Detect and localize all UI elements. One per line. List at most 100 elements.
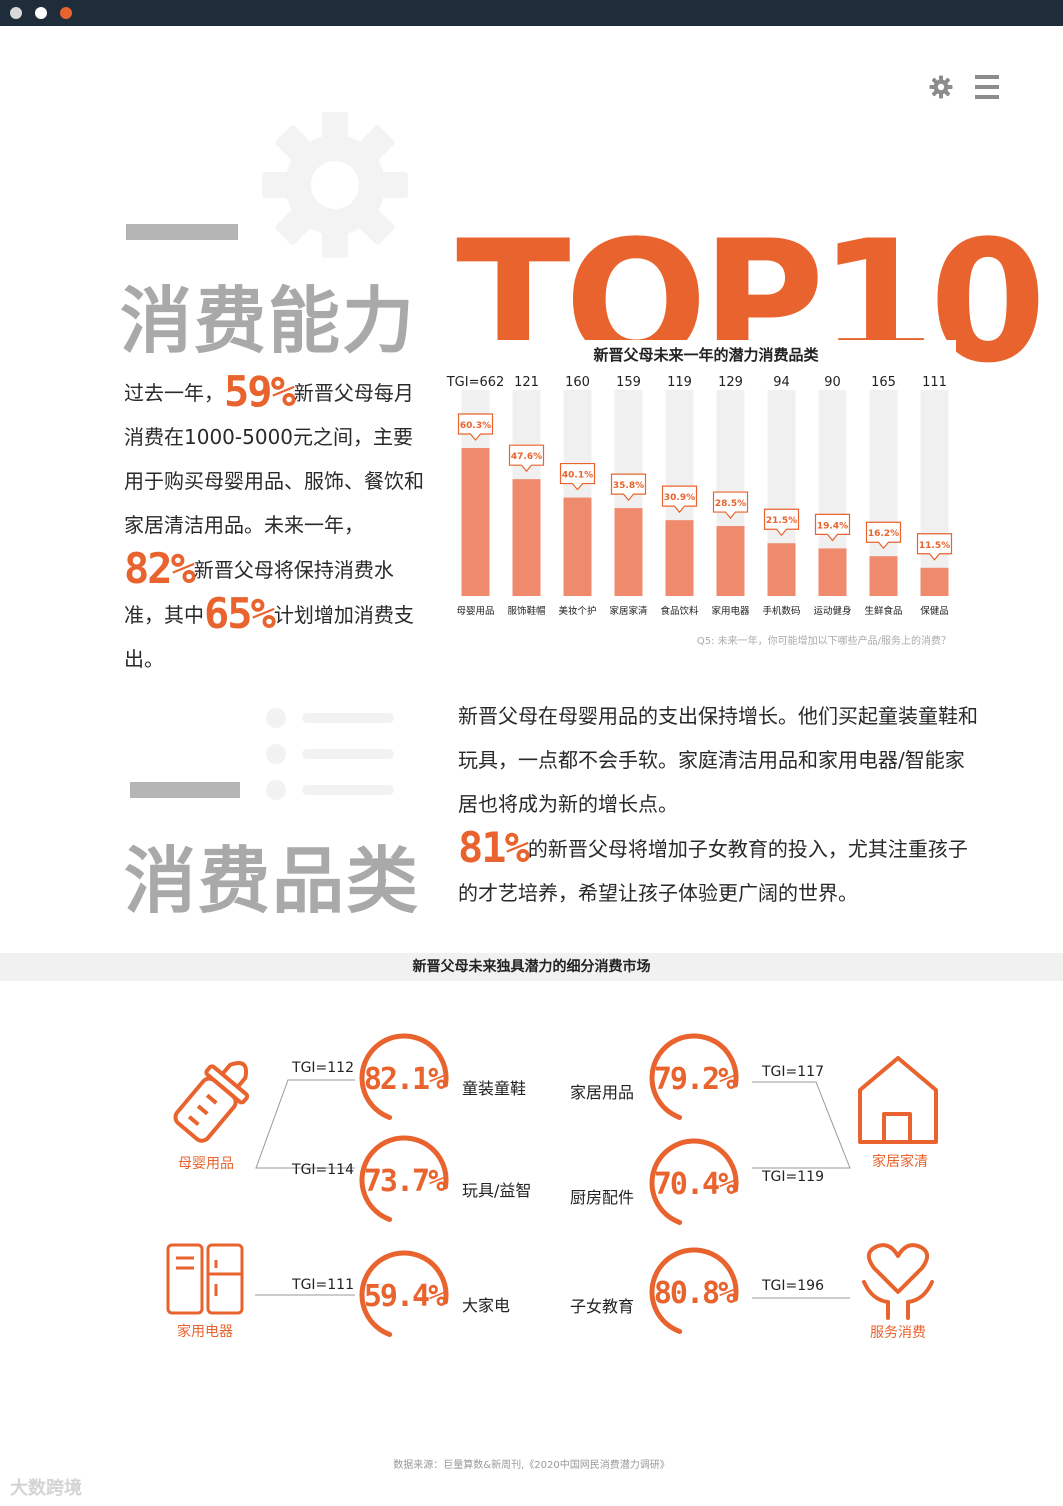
section-bar: [130, 782, 240, 798]
bar: [869, 556, 898, 596]
hamburger-menu-icon[interactable]: [975, 74, 999, 100]
bar-value-callout: 60.3%: [457, 413, 494, 441]
bar-value-callout: 19.4%: [814, 513, 851, 542]
tgi-label: TGI=662: [446, 375, 505, 390]
percent-value: 70.4%: [654, 1167, 736, 1202]
percent-ring: 79.2%: [649, 1033, 739, 1123]
tgi-label: TGI=196: [761, 1278, 824, 1294]
bar: [716, 526, 745, 596]
subcategory-label: 厨房配件: [570, 1188, 634, 1207]
tgi-label: 160: [565, 375, 590, 390]
section1-paragraph: 过去一年，59%新晋父母每月消费在1000-5000元之间，主要用于购买母婴用品…: [124, 367, 424, 672]
bar: [512, 479, 541, 596]
category-label: 手机数码: [762, 605, 800, 617]
category-label: 家居家清: [609, 605, 648, 617]
bar-value-label: 30.9%: [664, 493, 695, 503]
category-label: 生鲜食品: [864, 605, 902, 617]
bar-value-label: 40.1%: [562, 471, 593, 481]
gear-icon[interactable]: [929, 75, 953, 99]
percent-value: 59.4%: [364, 1279, 446, 1314]
top-toolbar: [929, 74, 999, 100]
bar-value-callout: 28.5%: [712, 491, 749, 519]
stat-65: 65%: [204, 589, 276, 638]
category-label-appliance: 家用电器: [177, 1323, 233, 1340]
bar: [767, 543, 796, 596]
category-label-service: 服务消费: [870, 1325, 926, 1341]
subcategory-label: 家居用品: [570, 1083, 634, 1102]
tgi-label: TGI=119: [761, 1169, 824, 1185]
refrigerator-icon: [166, 1243, 244, 1315]
stat-59: 59%: [224, 367, 296, 416]
bar-value-callout: 35.8%: [610, 473, 647, 502]
category-label: 食品饮料: [660, 605, 699, 617]
tgi-label: TGI=117: [761, 1064, 824, 1080]
tgi-label: 121: [514, 375, 539, 390]
percent-ring: 70.4%: [649, 1138, 739, 1228]
category-label: 母婴用品: [456, 606, 494, 617]
stat-82: 82%: [124, 544, 196, 593]
category-label-home: 家居家清: [872, 1153, 928, 1170]
diagram-items: 82.1% TGI=112 童装童鞋 73.7% TGI=114 玩具/益智 59.4% TG…: [291, 1033, 824, 1340]
bar: [920, 567, 949, 596]
bar: [818, 548, 847, 596]
heart-hands-icon: [862, 1243, 934, 1320]
chart-note: Q5: 未来一年，你可能增加以下哪些产品/服务上的消费？: [696, 636, 951, 647]
bar: [461, 448, 490, 596]
percent-ring: 59.4%: [359, 1250, 449, 1340]
subcategory-label: 大家电: [462, 1296, 510, 1315]
bar-value-callout: 21.5%: [763, 508, 800, 537]
tgi-label: 119: [667, 375, 692, 390]
connector-line: [255, 1079, 355, 1169]
category-label: 美妆个护: [558, 605, 596, 617]
house-icon: [858, 1056, 938, 1144]
bar-value-callout: 30.9%: [661, 485, 698, 514]
percent-ring: 80.8%: [649, 1247, 739, 1337]
section-title-consumption-category: 消费品类: [124, 839, 421, 923]
bar-value-label: 11.5%: [919, 541, 950, 551]
percent-value: 73.7%: [364, 1164, 446, 1199]
percent-ring: 73.7%: [359, 1135, 449, 1225]
category-label: 服饰鞋帽: [507, 605, 545, 617]
percent-value: 82.1%: [364, 1062, 446, 1097]
bar-value-callout: 47.6%: [508, 444, 545, 473]
bar-value-label: 21.5%: [766, 516, 797, 526]
tgi-label: 111: [922, 375, 947, 390]
window-dot-maximize[interactable]: [60, 7, 72, 19]
subcategory-label: 玩具/益智: [462, 1181, 531, 1200]
bar-chart: 60.3% TGI=662 母婴用品 47.6% 121 服饰鞋帽 40.1% 160 美妆个护…: [446, 375, 953, 617]
bar: [614, 508, 643, 596]
category-label-baby: 母婴用品: [178, 1156, 234, 1172]
connector-line: [752, 1081, 851, 1169]
bar: [563, 497, 592, 596]
tgi-label: TGI=114: [291, 1162, 354, 1178]
percent-value: 79.2%: [654, 1062, 736, 1097]
bar-value-label: 16.2%: [868, 529, 899, 539]
watermark: 大数跨境: [10, 1478, 82, 1499]
window-titlebar: [0, 0, 1063, 26]
section-bar: [126, 224, 238, 240]
window-dot-minimize[interactable]: [35, 7, 47, 19]
tgi-label: 94: [773, 375, 790, 390]
bar-value-callout: 11.5%: [916, 533, 953, 561]
tgi-label: 90: [824, 375, 841, 390]
baby-bottle-icon: [173, 1060, 250, 1143]
subcategory-label: 童装童鞋: [462, 1079, 526, 1098]
stat-81: 81%: [458, 823, 530, 872]
section2-paragraph: 新晋父母在母婴用品的支出保持增长。他们买起童装童鞋和玩具，一点都不会手软。家庭清…: [458, 704, 978, 905]
market-section-title: 新晋父母未来独具潜力的细分消费市场: [0, 953, 1063, 981]
bar-value-callout: 40.1%: [559, 462, 596, 491]
section-title-consumption-ability: 消费能力: [120, 279, 417, 363]
bar-value-label: 28.5%: [715, 499, 746, 509]
percent-ring: 82.1%: [359, 1033, 449, 1123]
bar-value-label: 60.3%: [460, 421, 491, 431]
tgi-label: 165: [871, 375, 896, 390]
window-dot-close[interactable]: [10, 7, 22, 19]
bar: [665, 520, 694, 596]
background-gear-icon: [262, 112, 408, 258]
tgi-label: 159: [616, 375, 641, 390]
bar-track: [920, 390, 949, 596]
background-list-icon: [266, 708, 394, 800]
tgi-label: 129: [718, 375, 743, 390]
category-label: 家用电器: [711, 605, 750, 617]
market-diagram: 82.1% TGI=112 童装童鞋 73.7% TGI=114 玩具/益智 59.4% TG…: [166, 1033, 938, 1341]
